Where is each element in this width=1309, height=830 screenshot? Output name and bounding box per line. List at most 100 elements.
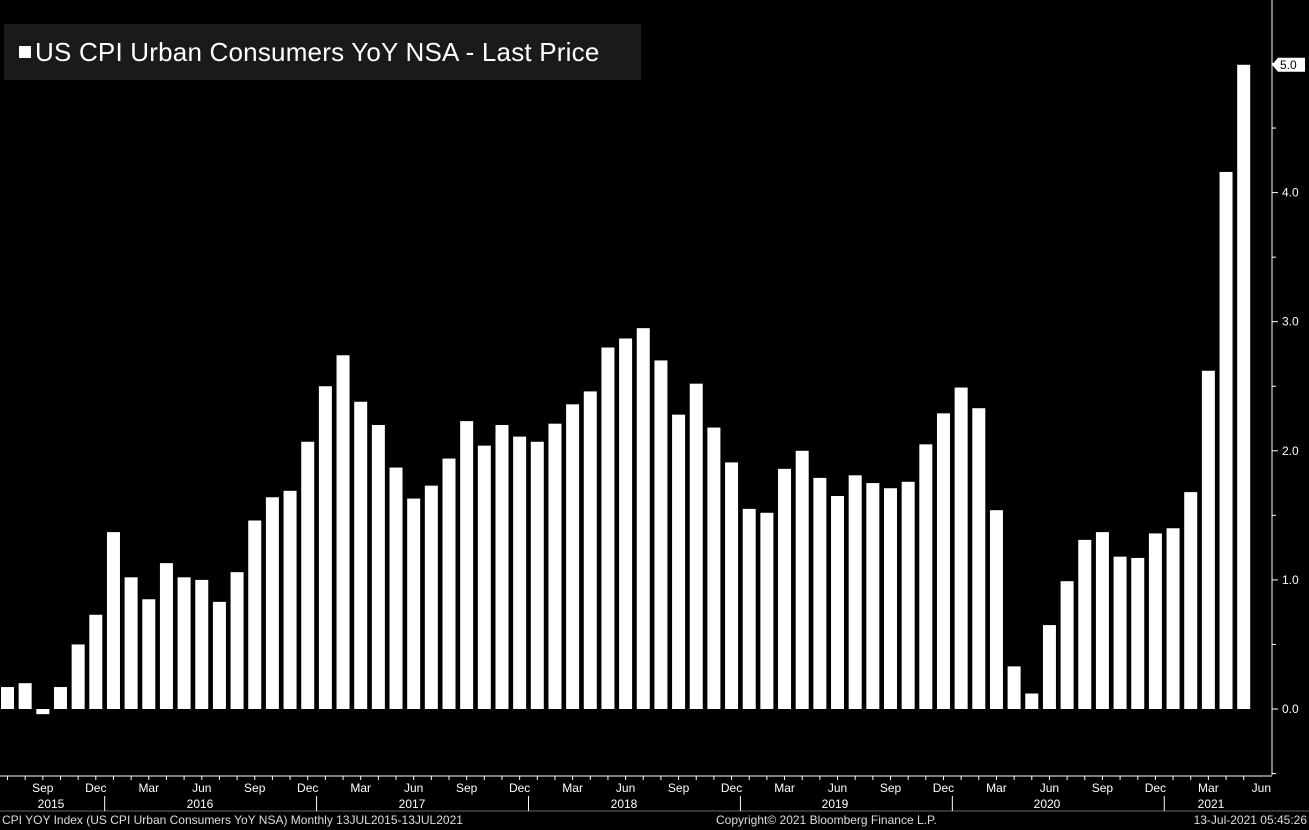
bar-feb-2020 (972, 408, 986, 709)
bar-nov-2016 (283, 490, 297, 709)
y-tick-label: 1.0 (1282, 573, 1299, 587)
bar-may-2017 (389, 467, 403, 709)
bar-jul-2019 (848, 475, 862, 709)
bar-jun-2017 (407, 498, 421, 709)
x-year-label: 2020 (1034, 797, 1061, 811)
last-value-label: 5.0 (1280, 58, 1297, 72)
bar-jan-2018 (530, 441, 544, 709)
bar-dec-2016 (301, 441, 315, 709)
last-value-marker (1272, 57, 1305, 72)
bar-aug-2015 (18, 683, 32, 709)
x-month-label: Mar (562, 781, 583, 795)
x-month-label: Dec (85, 781, 106, 795)
bar-may-2018 (601, 347, 615, 709)
bar-apr-2017 (371, 424, 385, 709)
y-tick-label: 0.0 (1282, 702, 1299, 716)
bar-oct-2015 (53, 687, 67, 709)
bar-may-2021 (1237, 64, 1251, 710)
legend-series-name: US CPI Urban Consumers YoY NSA - Last Pr… (35, 36, 600, 67)
x-month-label: Dec (297, 781, 318, 795)
bar-mar-2021 (1201, 370, 1215, 709)
bar-sep-2018 (672, 414, 686, 709)
bar-apr-2018 (583, 391, 597, 709)
bar-jan-2016 (106, 532, 120, 709)
bar-apr-2020 (1007, 666, 1021, 709)
x-month-label: Jun (828, 781, 847, 795)
bar-nov-2020 (1131, 557, 1145, 709)
bar-dec-2015 (89, 614, 103, 709)
bar-apr-2016 (159, 563, 173, 709)
x-month-label: Jun (1252, 781, 1271, 795)
x-month-label: Jun (404, 781, 423, 795)
x-month-label: Jun (616, 781, 635, 795)
bar-feb-2019 (760, 512, 774, 709)
bar-aug-2019 (866, 483, 880, 709)
bar-aug-2018 (654, 360, 668, 709)
bar-aug-2016 (230, 572, 244, 709)
x-year-label: 2016 (187, 797, 214, 811)
bar-mar-2016 (142, 599, 156, 709)
bar-sep-2015 (36, 709, 50, 715)
footer-timestamp: 13-Jul-2021 05:45:26 (1193, 813, 1307, 827)
x-month-label: Sep (1092, 781, 1114, 795)
bars-group (1, 64, 1251, 715)
x-month-label: Jun (1040, 781, 1059, 795)
legend-swatch-icon (19, 46, 31, 58)
x-month-label: Dec (509, 781, 530, 795)
bar-oct-2018 (689, 383, 703, 709)
bar-feb-2021 (1184, 492, 1198, 709)
x-year-label: 2019 (822, 797, 849, 811)
x-month-label: Sep (880, 781, 902, 795)
bar-jul-2015 (1, 687, 14, 709)
bar-dec-2018 (725, 462, 739, 709)
bar-oct-2019 (901, 481, 915, 709)
bar-oct-2017 (477, 445, 491, 709)
x-month-label: Sep (32, 781, 54, 795)
bar-aug-2020 (1078, 539, 1092, 709)
bar-jan-2019 (742, 508, 756, 709)
bar-jul-2020 (1060, 581, 1074, 709)
bar-feb-2017 (336, 355, 350, 709)
x-month-label: Sep (668, 781, 690, 795)
x-month-label: Mar (986, 781, 1007, 795)
bar-mar-2020 (989, 510, 1003, 709)
bar-jan-2017 (318, 386, 332, 709)
bar-nov-2017 (495, 424, 509, 709)
x-month-label: Dec (721, 781, 742, 795)
x-year-label: 2021 (1198, 797, 1225, 811)
bar-jun-2016 (195, 579, 209, 709)
bar-jul-2017 (424, 485, 438, 709)
bar-apr-2019 (795, 450, 809, 709)
x-month-label: Dec (933, 781, 954, 795)
x-month-label: Sep (244, 781, 266, 795)
bar-jan-2021 (1166, 528, 1180, 709)
y-axis: 0.0 1.0 2.0 3.0 4.0 5.0 (1271, 0, 1305, 775)
bar-sep-2016 (248, 520, 262, 709)
bar-jul-2018 (636, 328, 650, 709)
bar-sep-2017 (460, 421, 474, 709)
x-year-label: 2015 (38, 797, 65, 811)
bar-oct-2016 (265, 497, 279, 709)
legend: US CPI Urban Consumers YoY NSA - Last Pr… (4, 24, 641, 80)
bar-may-2016 (177, 577, 191, 709)
x-month-label: Jun (192, 781, 211, 795)
bar-sep-2020 (1095, 532, 1109, 709)
bar-dec-2020 (1148, 533, 1162, 709)
bar-aug-2017 (442, 458, 456, 709)
bar-jun-2020 (1042, 625, 1056, 709)
bar-may-2020 (1025, 693, 1039, 709)
y-tick-label: 2.0 (1282, 444, 1299, 458)
y-tick-label: 3.0 (1282, 315, 1299, 329)
bar-jun-2019 (831, 495, 845, 709)
x-month-label: Sep (456, 781, 478, 795)
x-month-label: Mar (350, 781, 371, 795)
footer-ticker-info: CPI YOY Index (US CPI Urban Consumers Yo… (2, 813, 463, 827)
bar-may-2019 (813, 477, 827, 709)
bar-oct-2020 (1113, 556, 1127, 709)
bar-jan-2020 (954, 387, 968, 709)
x-month-label: Mar (774, 781, 795, 795)
bar-feb-2018 (548, 423, 562, 709)
x-year-label: 2018 (611, 797, 638, 811)
bar-jul-2016 (212, 601, 226, 709)
